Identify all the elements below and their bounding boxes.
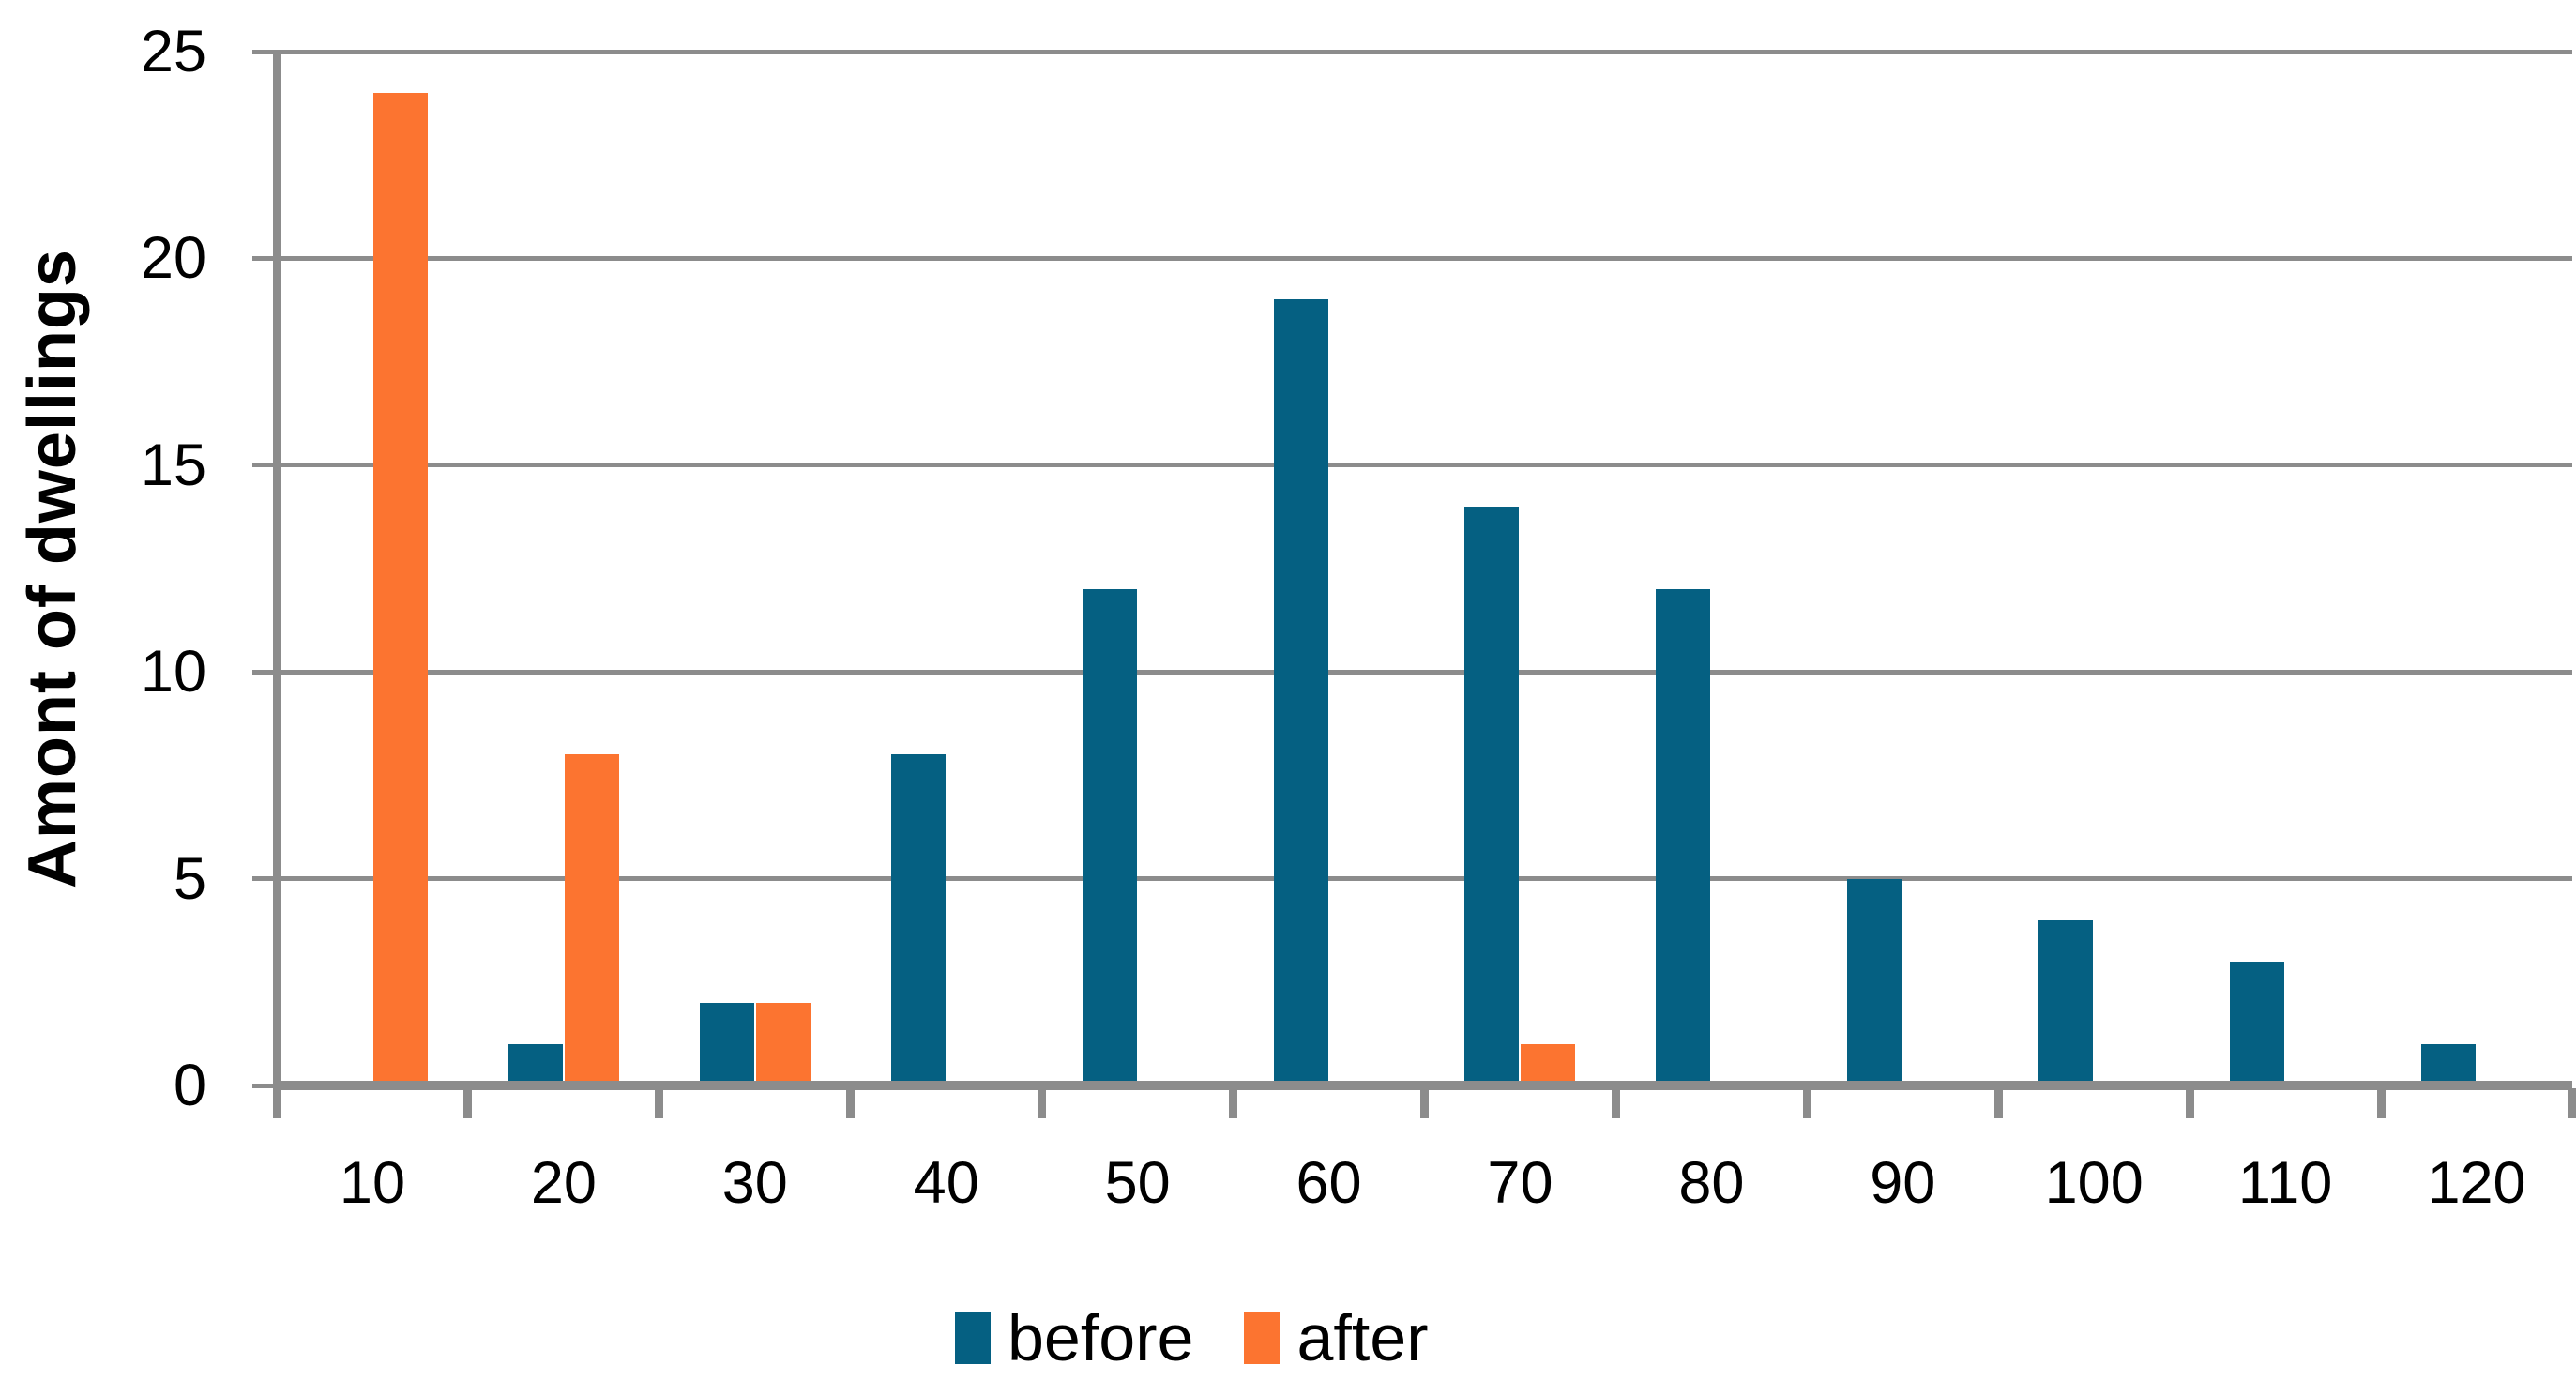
x-axis-tick (272, 1088, 281, 1118)
x-axis-tick (1802, 1088, 1811, 1118)
x-tick-label: 90 (1870, 1150, 1936, 1216)
y-axis-tick (252, 255, 277, 261)
y-axis-tick (252, 669, 277, 675)
x-tick-label: 60 (1296, 1150, 1362, 1216)
x-tick-label: 30 (721, 1150, 788, 1216)
x-tick-label: 70 (1487, 1150, 1553, 1216)
x-axis-tick (1038, 1088, 1047, 1118)
y-tick-label: 5 (173, 845, 206, 912)
y-axis-tick (252, 49, 277, 54)
gridline-y-10 (277, 669, 2572, 675)
x-axis-tick (846, 1088, 856, 1118)
x-axis-tick (2568, 1088, 2576, 1118)
legend-swatch-after (1244, 1312, 1280, 1364)
bar-before-60 (1273, 299, 1328, 1085)
bar-before-80 (1656, 589, 1711, 1085)
legend-label-before: before (1008, 1301, 1194, 1374)
y-tick-label: 0 (173, 1053, 206, 1118)
x-axis-tick (2185, 1088, 2194, 1118)
x-axis-tick (1420, 1088, 1429, 1118)
bar-before-50 (1082, 589, 1137, 1085)
legend-item-after: after (1244, 1301, 1429, 1374)
gridline-y-20 (277, 255, 2572, 261)
y-axis-tick (252, 1083, 277, 1088)
y-axis-tick (252, 463, 277, 468)
bar-before-30 (699, 1002, 754, 1085)
bar-before-90 (1847, 878, 1902, 1085)
y-axis-line (272, 52, 281, 1115)
bar-before-70 (1464, 506, 1520, 1085)
bar-before-40 (890, 754, 946, 1085)
bar-after-70 (1521, 1043, 1576, 1085)
y-tick-label: 10 (140, 639, 206, 706)
gridline-y-15 (277, 463, 2572, 468)
gridline-y-25 (277, 49, 2572, 54)
bar-after-20 (564, 754, 619, 1085)
x-tick-label: 20 (530, 1150, 597, 1216)
x-axis-tick (2376, 1088, 2386, 1118)
bar-before-110 (2230, 961, 2285, 1085)
y-tick-label: 25 (140, 19, 206, 84)
x-tick-label: 120 (2427, 1150, 2526, 1216)
y-tick-label: 20 (140, 225, 206, 292)
x-tick-label: 100 (2044, 1150, 2144, 1216)
legend: before after (955, 1304, 1429, 1372)
x-axis-tick (463, 1088, 473, 1118)
x-axis-line (273, 1081, 2572, 1090)
x-axis-tick (1611, 1088, 1620, 1118)
bar-after-10 (372, 93, 428, 1085)
x-tick-label: 80 (1678, 1150, 1745, 1216)
x-axis-tick (655, 1088, 664, 1118)
bar-before-100 (2038, 919, 2094, 1085)
x-tick-label: 40 (913, 1150, 979, 1216)
x-tick-label: 50 (1104, 1150, 1171, 1216)
bar-before-120 (2421, 1043, 2477, 1085)
x-tick-label: 110 (2237, 1150, 2333, 1216)
bar-after-30 (755, 1002, 811, 1085)
x-axis-tick (1229, 1088, 1238, 1118)
y-axis-tick (252, 876, 277, 882)
bar-before-20 (508, 1043, 563, 1085)
y-tick-label: 15 (140, 432, 206, 498)
gridline-y-5 (277, 876, 2572, 882)
x-tick-label: 10 (339, 1150, 405, 1216)
legend-label-after: after (1296, 1301, 1429, 1374)
y-axis-title: Amont of dwellings (15, 249, 90, 888)
legend-item-before: before (955, 1304, 1193, 1372)
legend-swatch-before (955, 1312, 991, 1364)
x-axis-tick (1993, 1088, 2003, 1118)
